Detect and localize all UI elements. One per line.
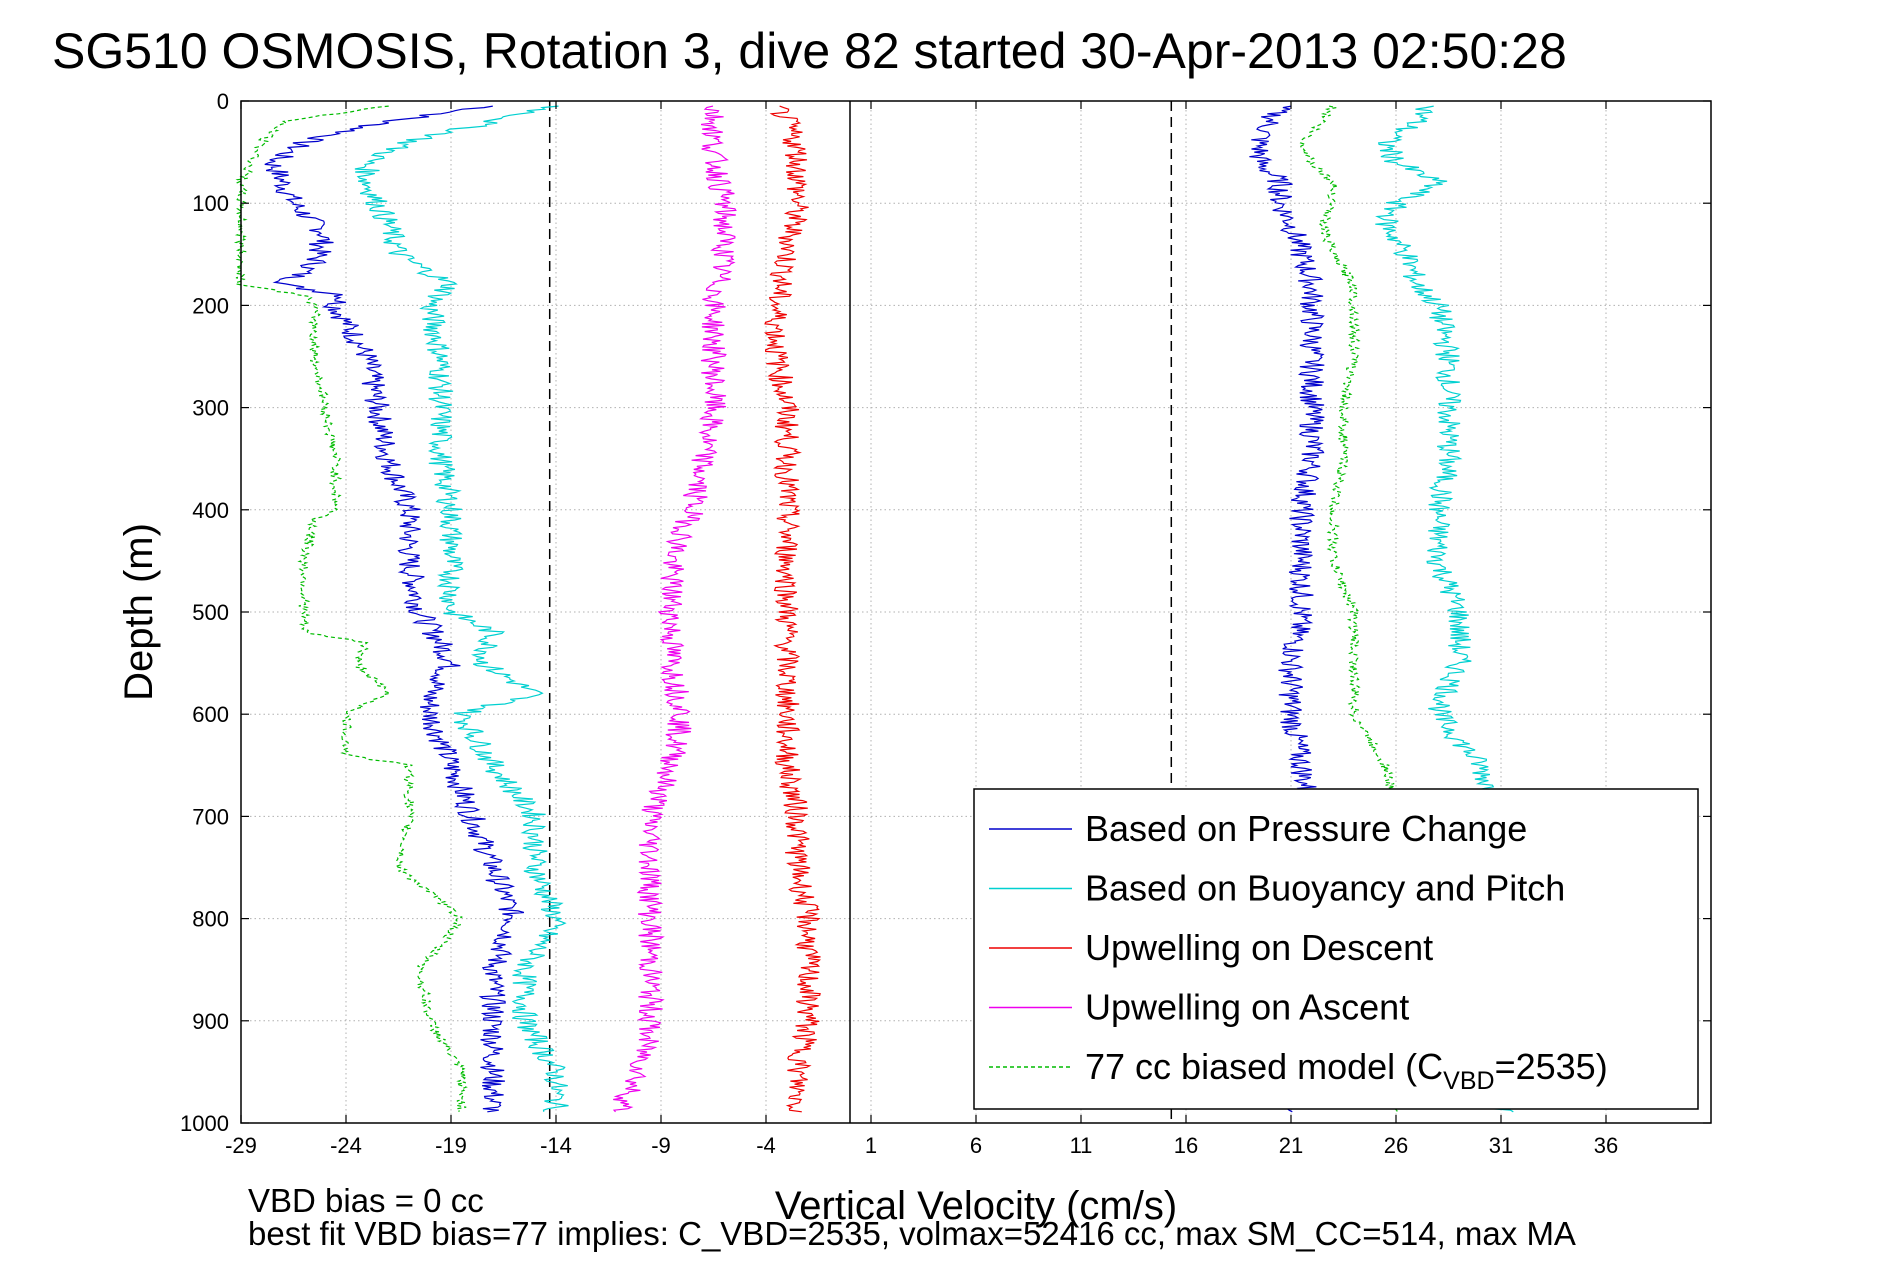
series-line [264, 105, 525, 1113]
legend-label: 77 cc biased model (CVBD=2535) [1085, 1046, 1608, 1095]
series-line [764, 105, 822, 1113]
legend-box [973, 788, 1699, 1110]
y-tick-label: 1000 [180, 1111, 229, 1136]
series-line [612, 105, 737, 1113]
y-axis-ticks: 0 100 200 300 400 500 600 700 800 900 1000 [180, 89, 1711, 1136]
series-line [354, 105, 569, 1112]
vbd-bias-note: VBD bias = 0 cc [248, 1182, 484, 1219]
x-tick-label: -14 [540, 1133, 572, 1158]
x-tick-label: 11 [1070, 1133, 1093, 1158]
legend-label: Based on Pressure Change [1085, 808, 1527, 849]
x-tick-label: -9 [651, 1133, 671, 1158]
x-tick-label: 26 [1384, 1133, 1408, 1158]
legend-label: Upwelling on Ascent [1085, 987, 1409, 1028]
x-tick-label: 31 [1489, 1133, 1513, 1158]
x-tick-label: 16 [1174, 1133, 1198, 1158]
x-tick-label: -24 [330, 1133, 362, 1158]
y-axis-label: Depth (m) [117, 523, 161, 701]
series-3 [612, 105, 737, 1113]
x-tick-label: -29 [225, 1133, 257, 1158]
x-tick-label: -19 [435, 1133, 467, 1158]
y-tick-label: 900 [192, 1009, 229, 1034]
y-tick-label: 300 [192, 396, 229, 421]
x-tick-label: 36 [1594, 1133, 1618, 1158]
best-fit-note: best fit VBD bias=77 implies: C_VBD=2535… [248, 1215, 1576, 1252]
legend-label: Based on Buoyancy and Pitch [1085, 868, 1565, 909]
y-tick-label: 600 [192, 702, 229, 727]
y-tick-label: 800 [192, 907, 229, 932]
x-tick-label: 6 [970, 1133, 982, 1158]
y-tick-label: 200 [192, 293, 229, 318]
legend-label: Upwelling on Descent [1085, 927, 1433, 968]
x-axis-label: Vertical Velocity (cm/s) [775, 1184, 1177, 1228]
legend: Based on Pressure Change Based on Buoyanc… [973, 788, 1699, 1110]
x-tick-label: -4 [756, 1133, 776, 1158]
x-axis-ticks: -29 -24 -19 -14 -9 -4 1 6 11 16 21 26 31 36 [225, 101, 1618, 1158]
x-tick-label: 21 [1279, 1133, 1303, 1158]
series-2 [764, 105, 822, 1113]
y-tick-label: 0 [217, 89, 229, 114]
y-tick-label: 400 [192, 498, 229, 523]
y-tick-label: 700 [192, 804, 229, 829]
x-tick-label: 1 [865, 1133, 877, 1158]
y-tick-label: 500 [192, 600, 229, 625]
data-series [233, 105, 1526, 1113]
chart-title: SG510 OSMOSIS, Rotation 3, dive 82 start… [52, 23, 1567, 79]
series-line [233, 105, 468, 1112]
y-tick-label: 100 [192, 191, 229, 216]
